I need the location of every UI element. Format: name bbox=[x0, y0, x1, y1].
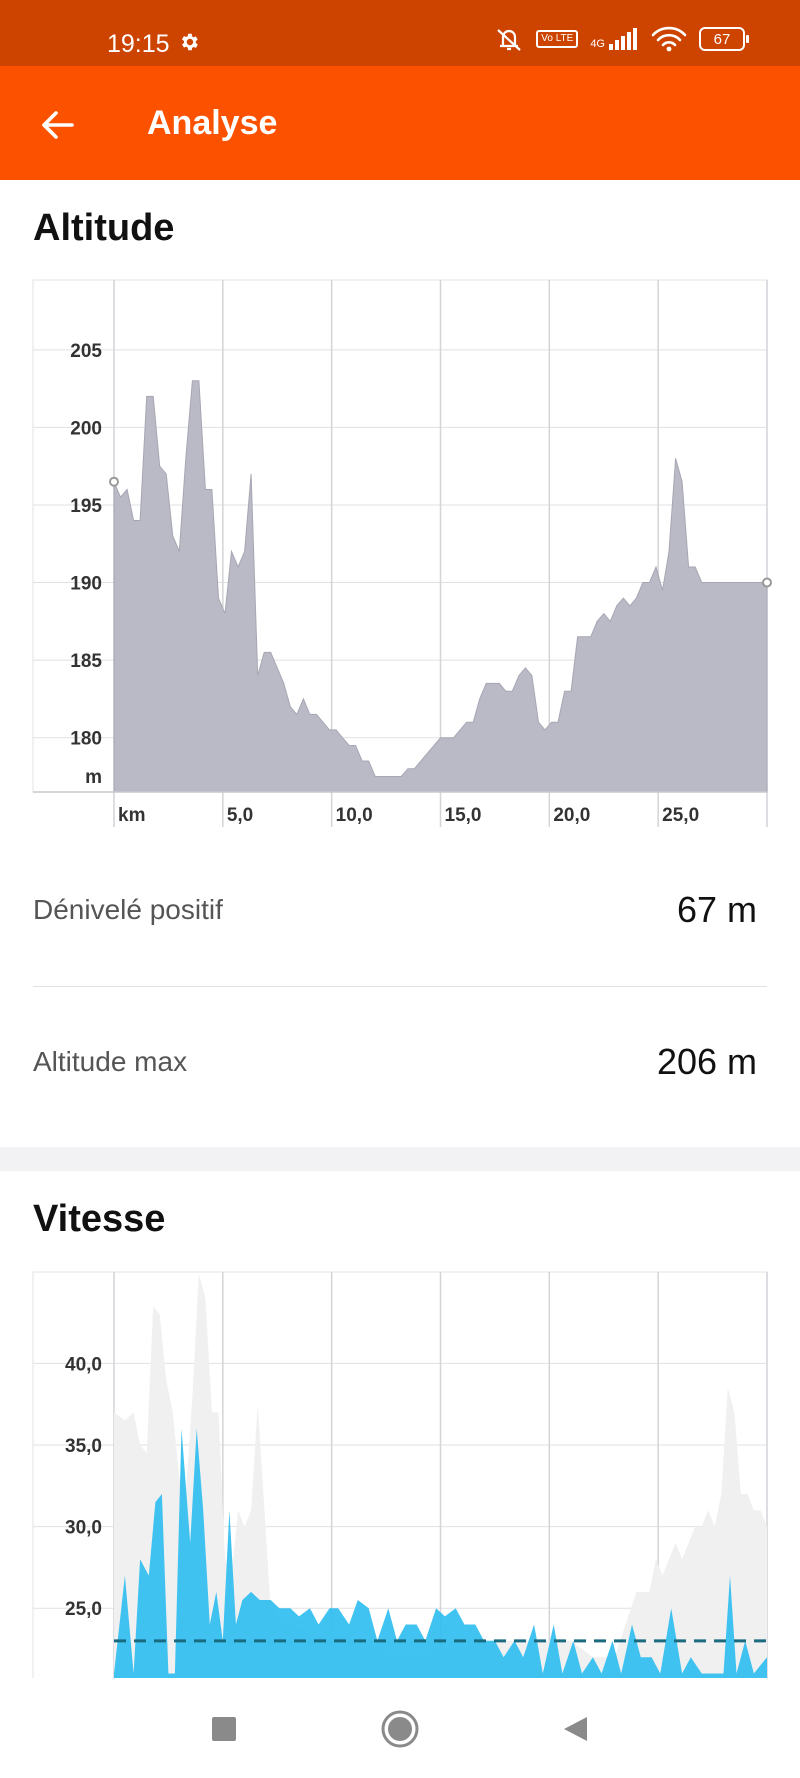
x-tick-label: km bbox=[118, 805, 145, 826]
y-tick-label: 185 bbox=[70, 651, 102, 672]
y-tick-label: 190 bbox=[70, 574, 102, 595]
status-time: 19:15 bbox=[107, 30, 170, 58]
speed-area bbox=[114, 1428, 767, 1680]
y-tick-label: 25,0 bbox=[65, 1599, 102, 1620]
vibrate-off-icon bbox=[497, 29, 521, 51]
x-tick-label: 20,0 bbox=[553, 805, 590, 826]
end-point bbox=[762, 577, 772, 588]
altitude-area bbox=[113, 380, 768, 793]
stat-label: Dénivelé positif bbox=[33, 894, 223, 925]
y-tick-label: 30,0 bbox=[65, 1518, 102, 1539]
x-tick-label: 15,0 bbox=[445, 805, 482, 826]
divider bbox=[33, 986, 767, 987]
signal-icon bbox=[609, 28, 637, 50]
battery-icon: 67 bbox=[699, 27, 749, 51]
y-tick-label: 205 bbox=[70, 341, 102, 362]
stat-row-elevation-gain: Dénivelé positif 67 m bbox=[33, 870, 757, 950]
y-tick-label: 180 bbox=[70, 729, 102, 750]
circle-icon bbox=[381, 1710, 419, 1748]
stat-value: 67 m bbox=[676, 889, 757, 930]
y-tick-label: 35,0 bbox=[65, 1436, 102, 1457]
x-tick-label: 10,0 bbox=[336, 805, 373, 826]
home-button[interactable] bbox=[373, 1702, 427, 1756]
altitude-title: Altitude bbox=[33, 207, 175, 249]
arrow-left-icon bbox=[42, 111, 74, 139]
recents-button[interactable] bbox=[197, 1702, 251, 1756]
stat-label: Altitude max bbox=[33, 1046, 188, 1077]
network-type: 4G bbox=[590, 38, 605, 50]
y-tick-label: 195 bbox=[70, 496, 102, 517]
battery-level: 67 bbox=[713, 30, 731, 48]
section-separator bbox=[0, 1147, 800, 1171]
stat-row-max-altitude: Altitude max 206 m bbox=[33, 1022, 757, 1102]
speed-chart: 40,0 35,0 30,0 25,0 bbox=[32, 1271, 768, 1680]
back-nav-button[interactable] bbox=[548, 1702, 602, 1756]
wifi-icon bbox=[651, 26, 687, 52]
stat-value: 206 m bbox=[656, 1041, 757, 1082]
x-tick-label: 5,0 bbox=[227, 805, 253, 826]
volte-icon: Vo LTE bbox=[536, 30, 579, 48]
status-bar: 19:15 Vo LTE 4G 67 bbox=[0, 0, 800, 66]
gear-icon bbox=[182, 33, 198, 51]
x-tick-label: 25,0 bbox=[662, 805, 699, 826]
triangle-left-icon bbox=[564, 1717, 587, 1741]
start-point bbox=[109, 476, 119, 487]
y-tick-label: 200 bbox=[70, 418, 102, 439]
speed-title: Vitesse bbox=[33, 1198, 166, 1240]
app-bar: Analyse bbox=[0, 66, 800, 180]
altitude-chart: 205 200 195 190 185 180 mkm 5,0 10,0 15,0 20,0 25,0 bbox=[32, 279, 772, 827]
y-tick-label: 40,0 bbox=[65, 1354, 102, 1375]
back-button[interactable] bbox=[32, 102, 82, 148]
square-icon bbox=[212, 1717, 236, 1741]
navigation-bar bbox=[0, 1678, 800, 1778]
y-tick-label: m bbox=[85, 767, 102, 788]
page-title: Analyse bbox=[147, 104, 278, 142]
